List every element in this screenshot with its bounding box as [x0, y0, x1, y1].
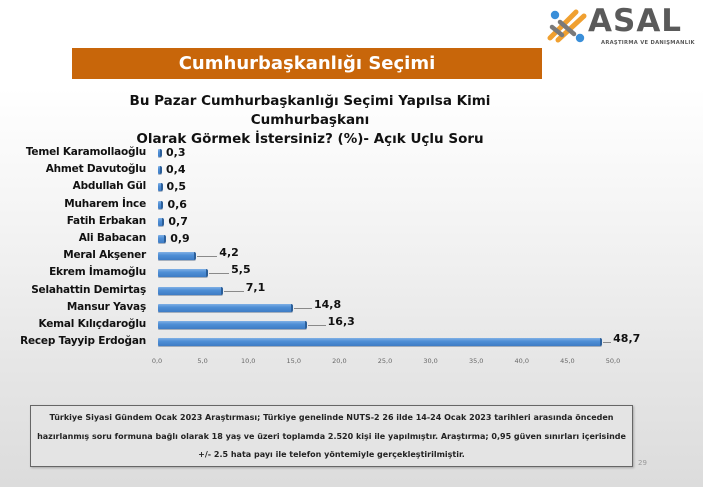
bar	[158, 286, 223, 295]
category-label: Kemal Kılıçdaroğlu	[38, 318, 147, 330]
value-label: 4,2	[219, 246, 239, 260]
banner-title: Cumhurbaşkanlığı Seçimi	[178, 53, 436, 74]
logo-subtitle: ARAŞTIRMA VE DANIŞMANLIK	[601, 40, 695, 46]
section-banner: Cumhurbaşkanlığı Seçimi	[72, 48, 542, 79]
category-label: Recep Tayyip Erdoğan	[20, 335, 146, 348]
category-label: Selahattin Demirtaş	[31, 283, 146, 296]
bar	[158, 235, 167, 243]
x-axis-tick: 45,0	[560, 357, 575, 365]
x-axis-tick: 20,0	[332, 357, 347, 365]
x-axis-tick: 30,0	[423, 357, 438, 365]
bar	[158, 149, 162, 157]
category-label: Abdullah Gül	[72, 180, 147, 193]
bar	[158, 321, 307, 329]
value-label: 14,8	[313, 297, 342, 311]
note-line-1: Türkiye Siyasi Gündem Ocak 2023 Araştırm…	[49, 413, 614, 422]
value-label: 0,6	[167, 197, 187, 211]
value-label: 0,5	[166, 180, 187, 194]
leader-line	[603, 342, 612, 344]
note-line-3: +/- 2.5 hata payı ile telefon yöntemiyle…	[198, 450, 465, 459]
category-label: Mansur Yavaş	[66, 300, 146, 313]
category-label: Ekrem İmamoğlu	[49, 266, 146, 279]
x-axis-tick: 25,0	[377, 357, 393, 365]
logo-text: ASAL	[588, 3, 683, 39]
methodology-note: Türkiye Siyasi Gündem Ocak 2023 Araştırm…	[30, 405, 633, 467]
bar-chart: Temel Karamollaoğlu 0,3 Ahmet Davutoğlu 0,4…	[20, 146, 641, 365]
value-label: 0,7	[168, 214, 188, 228]
value-label: 0,4	[166, 163, 186, 177]
note-line-2: hazırlanmış soru formuna bağlı olarak 18…	[37, 431, 626, 441]
category-label: Muharem İnce	[64, 197, 146, 210]
leader-line	[307, 325, 326, 326]
bar	[158, 183, 163, 192]
x-axis-tick: 50,0	[605, 357, 621, 365]
chart-title-line-1: Bu Pazar Cumhurbaşkanlığı Seçimi Yapılsa…	[129, 93, 491, 128]
category-label: Fatih Erbakan	[66, 214, 146, 227]
value-label: 0,3	[166, 146, 186, 159]
x-axis-tick: 40,0	[514, 357, 530, 365]
category-label: Ahmet Davutoğlu	[45, 163, 146, 176]
value-label: 0,9	[170, 232, 190, 245]
x-axis-tick: 0,0	[151, 357, 163, 365]
category-label: Ali Babacan	[78, 232, 146, 244]
x-axis-tick: 5,0	[197, 357, 208, 365]
x-axis-tick: 10,0	[240, 357, 256, 365]
leader-line	[209, 273, 230, 275]
leader-line	[223, 290, 244, 292]
bar	[158, 269, 209, 278]
bar	[158, 252, 197, 261]
bar	[158, 303, 293, 312]
x-axis-tick: 35,0	[468, 357, 484, 365]
asal-logo: ASAL ARAŞTIRMA VE DANIŞMANLIK	[546, 3, 696, 46]
value-label: 48,7	[613, 332, 641, 346]
x-axis-tick: 15,0	[286, 357, 302, 365]
value-label: 5,5	[231, 263, 251, 277]
chart-title-line-2: Olarak Görmek İstersiniz? (%)- Açık Uçlu…	[136, 131, 484, 147]
bar	[158, 217, 165, 226]
chart-title: Bu Pazar Cumhurbaşkanlığı Seçimi Yapılsa…	[70, 92, 550, 149]
bar	[158, 166, 162, 175]
logo-mark-icon	[547, 9, 587, 43]
value-label: 16,3	[327, 315, 355, 328]
leader-line	[197, 256, 218, 258]
page-number: 29	[638, 459, 647, 467]
category-label: Meral Akşener	[63, 249, 146, 262]
bar	[158, 338, 603, 347]
leader-line	[293, 307, 312, 309]
category-label: Temel Karamollaoğlu	[25, 146, 146, 158]
bar	[158, 200, 164, 209]
value-label: 7,1	[245, 280, 266, 294]
